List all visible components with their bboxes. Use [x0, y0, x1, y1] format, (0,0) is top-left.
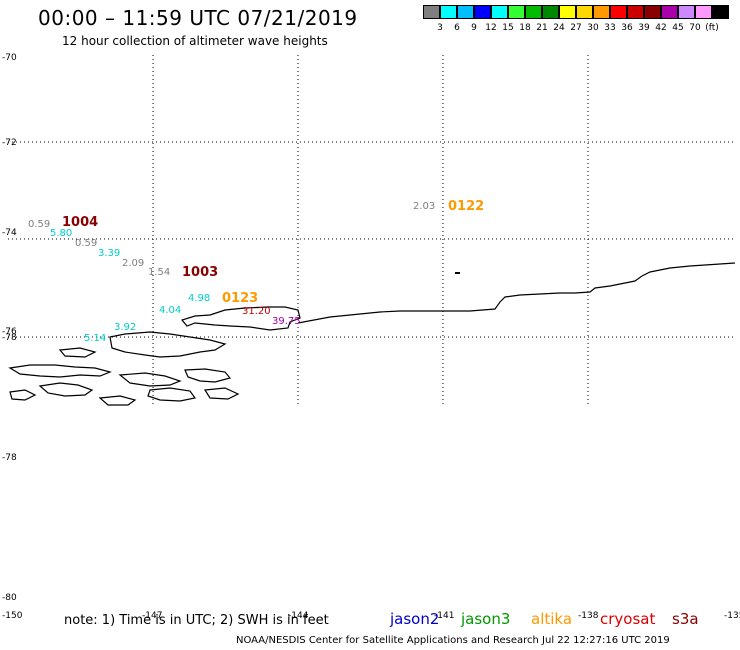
wave-height-value: 1.54 [148, 267, 170, 278]
satellite-jason2: jason2 [390, 610, 440, 628]
legend-swatch [627, 5, 644, 19]
legend-swatch [542, 5, 559, 19]
wave-height-value: 2.03 [413, 201, 435, 212]
lat-label: -72 [2, 138, 17, 148]
wave-height-value: 4.04 [159, 305, 181, 316]
legend-swatch [678, 5, 695, 19]
legend-label: 36 [621, 23, 633, 33]
island-9 [203, 387, 240, 400]
satellite-altika: altika [531, 610, 573, 628]
legend-label: 12 [485, 23, 497, 33]
wave-height-value: 0.59 [75, 238, 97, 249]
legend-label: 33 [604, 23, 616, 33]
legend-swatch [440, 5, 457, 19]
ice-shelf-edge [297, 262, 736, 324]
wave-height-value: 3.39 [98, 248, 120, 259]
footer-note: note: 1) Time is in UTC; 2) SWH is in fe… [64, 613, 329, 628]
legend-swatch [491, 5, 508, 19]
legend-swatch [474, 5, 491, 19]
lat-label: -74 [2, 228, 17, 238]
wave-height-value: 2.09 [122, 258, 144, 269]
island-10 [58, 347, 97, 358]
lon-label: -135 [724, 611, 740, 621]
legend-swatch [610, 5, 627, 19]
satellite-s3a: s3a [672, 610, 699, 628]
legend-label: 70 [689, 23, 701, 33]
lat-label: -76 [2, 327, 17, 337]
pass-time-label: 1003 [182, 265, 218, 280]
lon-label: -144 [288, 611, 309, 621]
legend-label: 3 [437, 23, 443, 33]
island-1 [109, 331, 227, 358]
legend-swatch [423, 5, 440, 19]
peninsula-outline [180, 306, 301, 331]
lat-label: -78 [2, 333, 17, 343]
legend-swatch [712, 5, 729, 19]
legend-label: 27 [570, 23, 582, 33]
legend-label: 42 [655, 23, 667, 33]
legend-label: 15 [502, 23, 514, 33]
island-7 [98, 395, 137, 406]
satellite-jason3: jason3 [461, 610, 511, 628]
map-grid [8, 55, 735, 405]
coastline [8, 262, 736, 406]
island-6 [147, 387, 197, 402]
legend-swatch [661, 5, 678, 19]
legend-label: 9 [471, 23, 477, 33]
legend-label: 24 [553, 23, 565, 33]
chart-subtitle: 12 hour collection of altimeter wave hei… [62, 34, 328, 48]
satellite-cryosat: cryosat [600, 610, 656, 628]
legend-label: 45 [672, 23, 684, 33]
pass-time-label: 1004 [62, 215, 98, 230]
legend-label: (ft) [705, 23, 719, 33]
legend-label: 30 [587, 23, 599, 33]
lon-label: -147 [142, 611, 162, 621]
lat-label: -78 [2, 453, 17, 463]
island-4 [118, 372, 182, 387]
legend-swatch [593, 5, 610, 19]
island-8 [9, 389, 37, 401]
chart-title: 00:00 – 11:59 UTC 07/21/2019 [38, 6, 358, 30]
island-5 [184, 368, 232, 383]
legend-swatch [525, 5, 542, 19]
legend-label: 39 [638, 23, 650, 33]
pass-time-label: 0122 [448, 199, 484, 214]
pass-time-label: 0123 [222, 291, 258, 306]
wave-height-value: 39.75 [272, 316, 301, 327]
wave-height-value: 5.80 [50, 228, 72, 239]
footer-credit: NOAA/NESDIS Center for Satellite Applica… [236, 635, 670, 646]
island-2 [8, 364, 112, 378]
wave-height-value: 4.98 [188, 293, 210, 304]
wave-height-value: 31.20 [242, 306, 271, 317]
lat-label: -70 [2, 53, 17, 63]
legend-swatch [457, 5, 474, 19]
island-3 [38, 382, 94, 397]
lat-label: -80 [2, 593, 17, 603]
lon-label: -150 [2, 611, 23, 621]
wave-height-value: 3.92 [114, 322, 136, 333]
legend-label: 21 [536, 23, 548, 33]
wave-height-value: 0.59 [28, 219, 50, 230]
wave-height-value: 5.14 [84, 333, 106, 344]
legend-label: 18 [519, 23, 531, 33]
legend-swatch [644, 5, 661, 19]
lon-label: -138 [578, 611, 599, 621]
legend-label: 6 [454, 23, 460, 33]
lon-label: -141 [434, 611, 454, 621]
legend-swatch [695, 5, 712, 19]
legend-swatch [559, 5, 576, 19]
legend-swatch [576, 5, 593, 19]
legend-swatch [508, 5, 525, 19]
